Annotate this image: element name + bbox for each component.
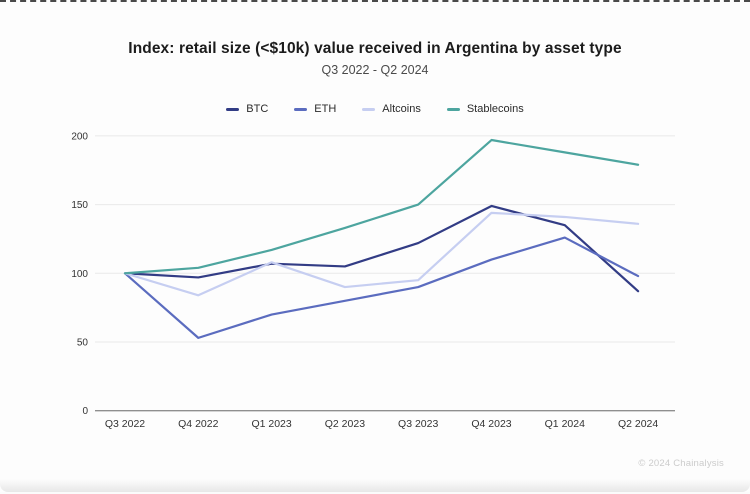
series-line-altcoins <box>123 211 640 297</box>
legend-label: BTC <box>246 103 269 115</box>
chart-title: Index: retail size (<$10k) value receive… <box>128 40 622 57</box>
y-tick-label: 0 <box>82 406 88 417</box>
legend-swatch-icon <box>362 107 376 111</box>
chart-legend: BTC ETH Altcoins Stablecoins <box>0 103 750 115</box>
legend-label: Altcoins <box>382 103 421 115</box>
series-line-btc <box>123 204 640 293</box>
card-bottom-edge <box>0 479 750 492</box>
legend-swatch-icon <box>446 107 460 111</box>
legend-label: ETH <box>314 103 337 115</box>
legend-swatch-icon <box>226 107 240 111</box>
y-tick-label: 150 <box>71 200 88 211</box>
x-tick-label: Q1 2023 <box>251 418 291 430</box>
legend-item-eth[interactable]: ETH <box>294 103 336 115</box>
chart-subtitle: Q3 2022 - Q2 2024 <box>321 63 429 77</box>
y-tick-label: 50 <box>77 338 89 349</box>
series-line-eth <box>123 236 640 339</box>
x-tick-label: Q4 2023 <box>471 418 511 430</box>
x-tick-label: Q3 2022 <box>105 418 145 430</box>
x-tick-label: Q1 2024 <box>545 418 585 430</box>
x-tick-label: Q2 2024 <box>618 418 658 430</box>
x-tick-label: Q4 2022 <box>178 418 218 430</box>
y-tick-label: 200 <box>71 131 88 142</box>
legend-label: Stablecoins <box>466 103 524 115</box>
legend-item-altcoins[interactable]: Altcoins <box>362 103 421 115</box>
legend-swatch-icon <box>294 107 308 111</box>
x-tick-label: Q2 2023 <box>325 418 365 430</box>
series-line-stablecoins <box>123 138 640 275</box>
legend-item-stablecoins[interactable]: Stablecoins <box>446 103 524 115</box>
legend-item-btc[interactable]: BTC <box>226 103 268 115</box>
copyright-credit: © 2024 Chainalysis <box>638 458 724 469</box>
y-tick-label: 100 <box>71 269 88 280</box>
x-tick-label: Q3 2023 <box>398 418 438 430</box>
